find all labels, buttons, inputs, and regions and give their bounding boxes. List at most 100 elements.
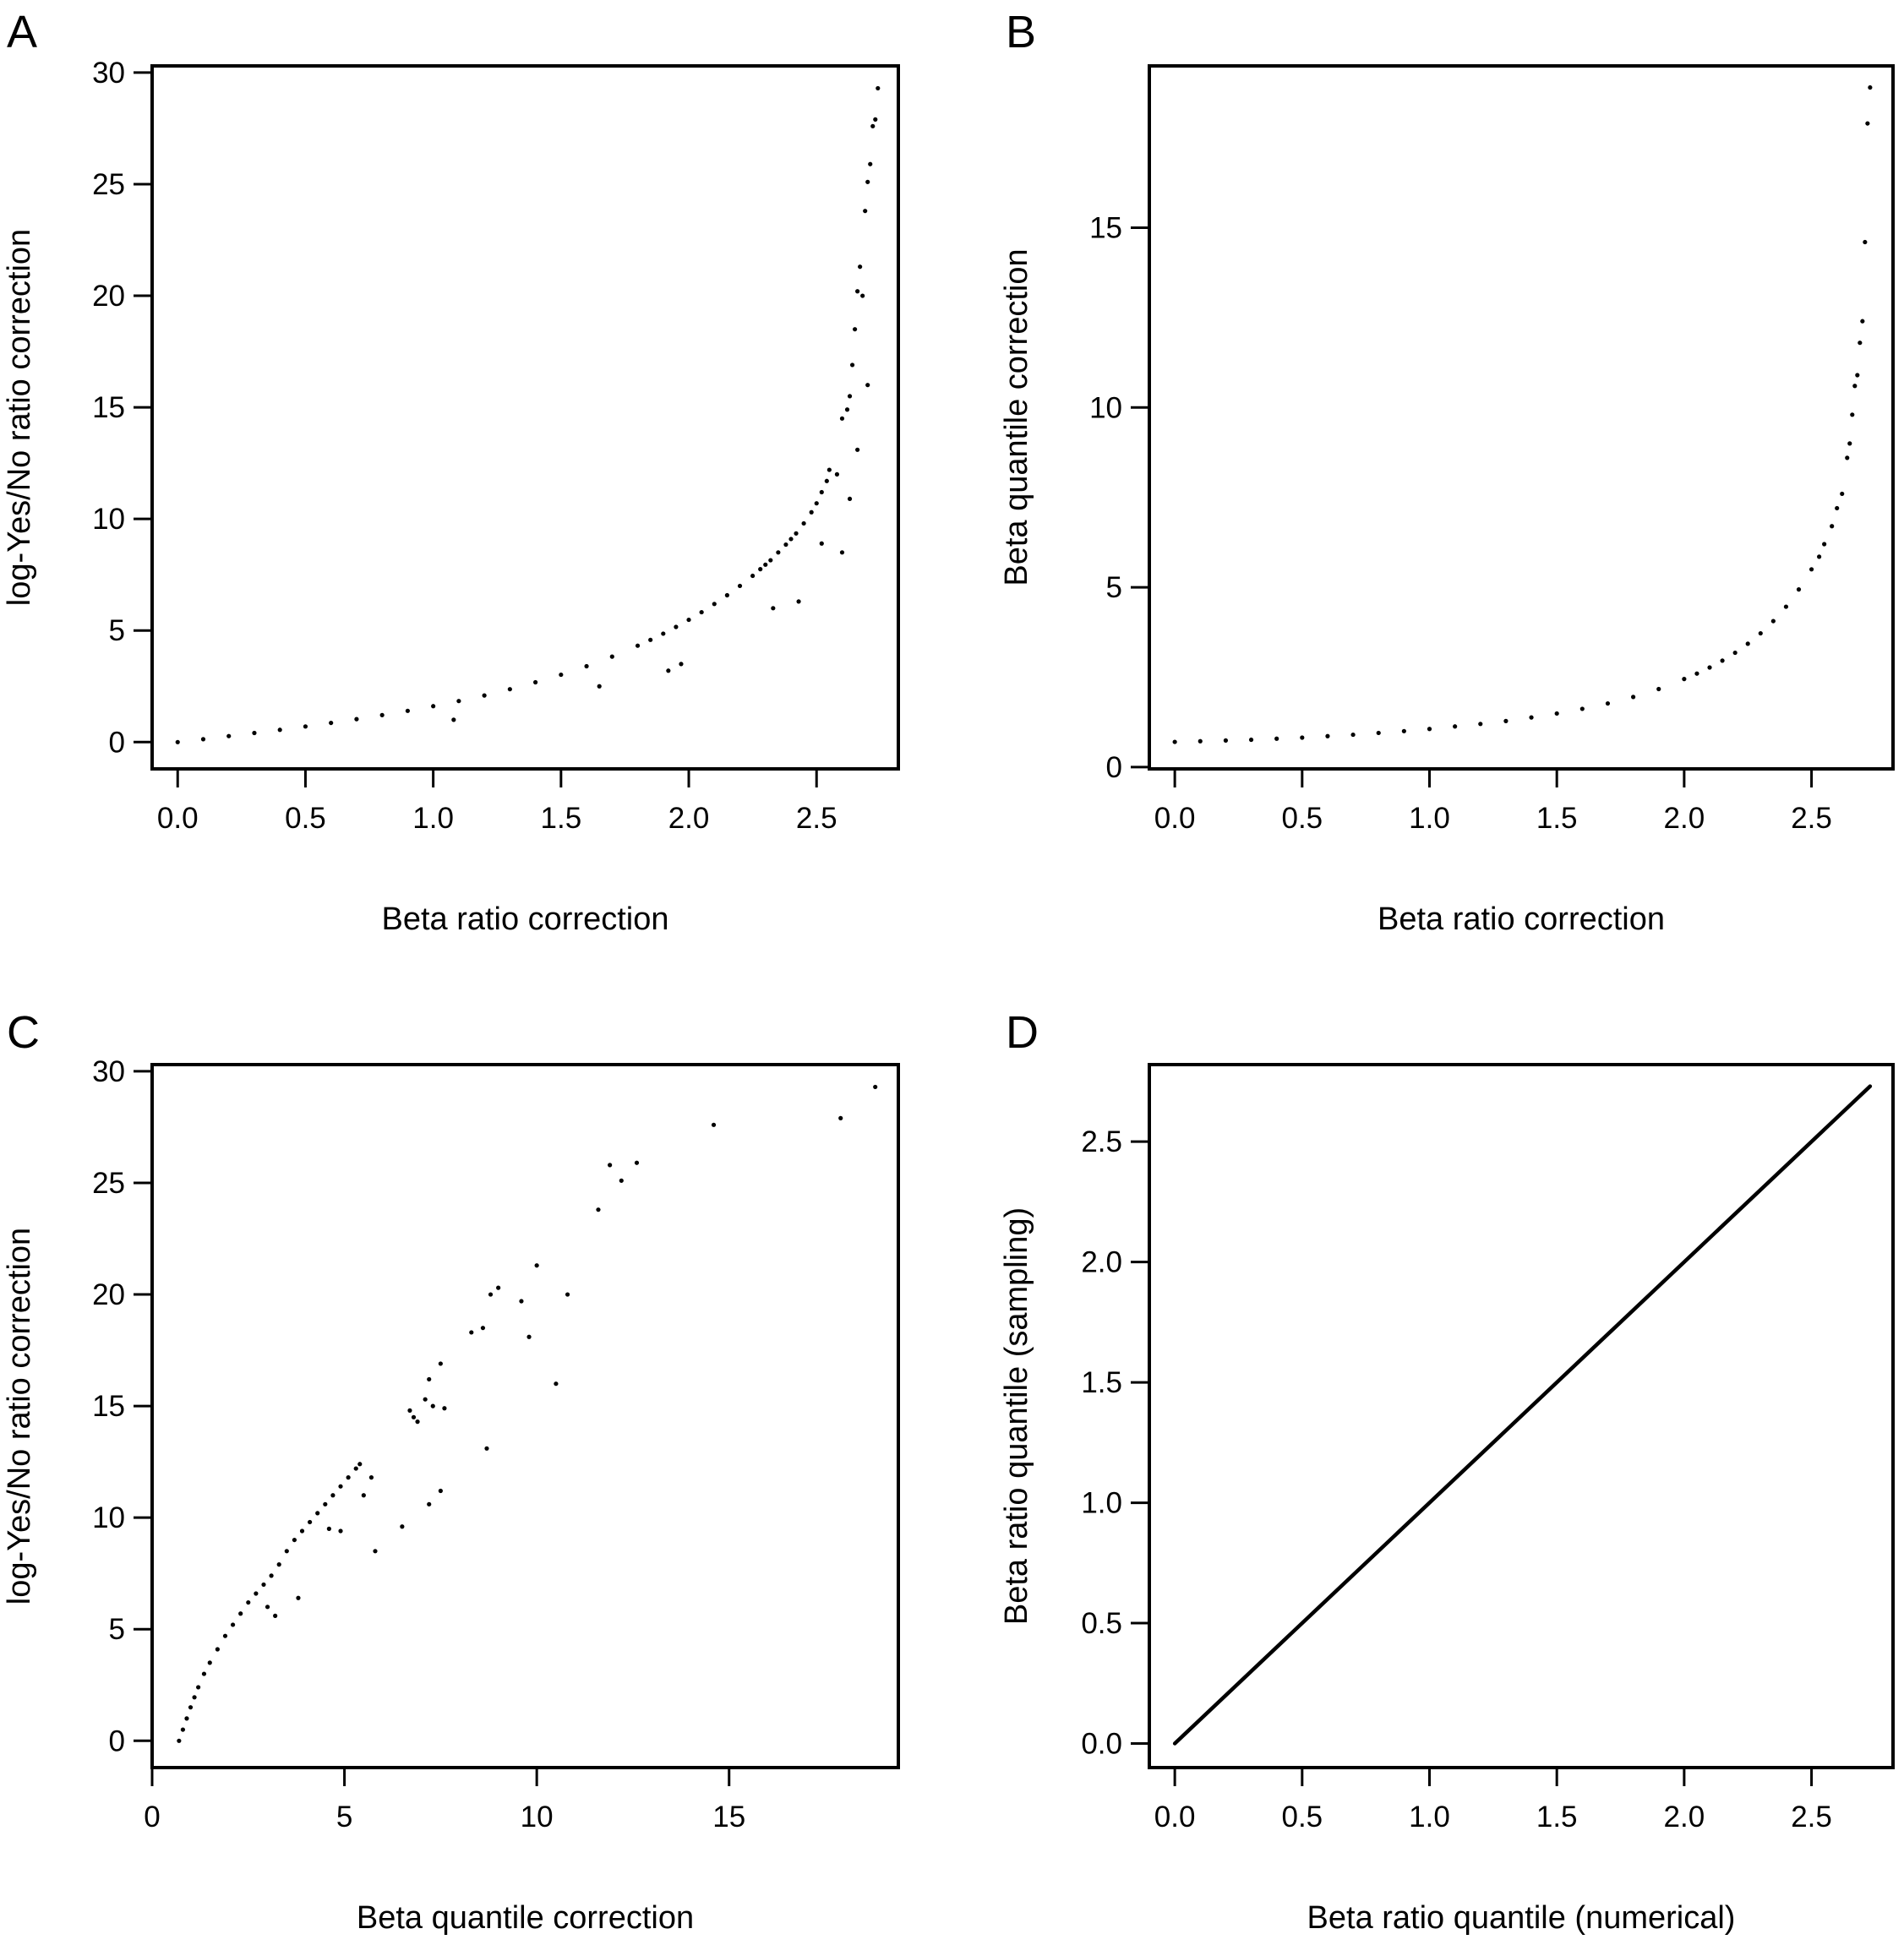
panel-b-data-point bbox=[1809, 567, 1814, 572]
panel-c-data-point bbox=[254, 1591, 259, 1596]
panel-b-data-point bbox=[1401, 728, 1406, 733]
panel-b-data-point bbox=[1172, 739, 1177, 744]
panel-c-y-tick-label: 20 bbox=[92, 1278, 125, 1311]
panel-c-data-point bbox=[873, 1084, 878, 1090]
panel-b-x-tick-label: 1.0 bbox=[1409, 802, 1450, 835]
panel-a-y-tick-label: 0 bbox=[109, 726, 125, 759]
panel-a-data-point bbox=[175, 739, 180, 744]
panel-c-data-point bbox=[308, 1519, 313, 1525]
panel-d-y-tick-label: 0.0 bbox=[1081, 1728, 1122, 1761]
panel-b-data-point bbox=[1817, 554, 1822, 559]
panel-c-data-point bbox=[415, 1419, 420, 1425]
panel-a: 0.0 0.5 1.0 1.5 2.0 2.5 0 5 10 15 20 25 30 Beta ratio… bbox=[2, 57, 900, 937]
panel-b-y-tick-label: 5 bbox=[1106, 571, 1122, 604]
panel-letter-d: D bbox=[1006, 1007, 1039, 1058]
panel-b-x-tick-label: 1.5 bbox=[1536, 802, 1578, 835]
panel-b-data-point bbox=[1453, 724, 1458, 729]
panel-a-data-point bbox=[839, 416, 845, 421]
panel-c-x-tick-label: 0 bbox=[144, 1801, 160, 1833]
panel-b-y-axis-label: Beta quantile correction bbox=[999, 248, 1034, 586]
panel-c-data-point bbox=[188, 1705, 194, 1710]
panel-c-data-point bbox=[177, 1738, 182, 1743]
panel-a-x-tick-label: 1.5 bbox=[541, 802, 582, 835]
panel-b-data-point bbox=[1858, 341, 1863, 346]
panel-d-x-tick-label: 0.0 bbox=[1154, 1801, 1196, 1833]
panel-a-data-point bbox=[329, 720, 334, 726]
panel-a-y-tick-label: 5 bbox=[109, 614, 125, 647]
panel-c-y-tick-label: 10 bbox=[92, 1501, 125, 1534]
panel-c-data-point bbox=[296, 1595, 301, 1600]
panel-b-data-point bbox=[1850, 412, 1855, 417]
panel-a-data-point bbox=[661, 631, 666, 636]
panel-a-data-point bbox=[200, 737, 206, 742]
panel-d-data-line bbox=[1172, 1084, 1873, 1746]
panel-c-data-point bbox=[330, 1493, 336, 1498]
panel-a-data-point bbox=[870, 123, 876, 128]
panel-b-data-point bbox=[1770, 618, 1776, 624]
panel-c-data-point bbox=[534, 1263, 539, 1268]
panel-b-data-point bbox=[1325, 733, 1330, 738]
panel-c-data-point bbox=[427, 1376, 432, 1382]
panel-c-data-point bbox=[207, 1660, 212, 1665]
panel-c-x-tick-label: 5 bbox=[336, 1801, 352, 1833]
panel-c-data-point bbox=[361, 1493, 366, 1498]
panel-a-data-point bbox=[827, 467, 832, 472]
panel-a-data-point bbox=[847, 496, 853, 502]
panel-c-data-point bbox=[246, 1599, 251, 1605]
panel-a-data-point bbox=[860, 293, 865, 298]
panel-b-data-point bbox=[1300, 735, 1305, 740]
panel-d-y-tick-label: 2.0 bbox=[1081, 1246, 1122, 1279]
panel-a-data-point bbox=[858, 264, 863, 270]
panel-a-y-tick-label: 20 bbox=[92, 280, 125, 313]
panel-c-data-point bbox=[357, 1462, 363, 1467]
panel-a-y-tick-label: 15 bbox=[92, 391, 125, 424]
panel-a-y-tick-label: 10 bbox=[92, 503, 125, 536]
panel-b-data-point bbox=[1350, 732, 1356, 738]
panel-a-data-point bbox=[849, 362, 855, 368]
panel-a-data-point bbox=[431, 704, 436, 709]
panel-c-data-point bbox=[238, 1611, 243, 1616]
panel-c-data-point bbox=[438, 1361, 443, 1366]
panel-c-data-point bbox=[276, 1562, 281, 1567]
panel-c-data-point bbox=[196, 1685, 201, 1690]
panel-a-data-point bbox=[776, 550, 781, 555]
panel-a-data-point bbox=[865, 179, 870, 184]
panel-c-data-point bbox=[711, 1122, 717, 1127]
panel-c-data-point bbox=[284, 1549, 289, 1554]
panel-a-x-tick-label: 2.5 bbox=[796, 802, 837, 835]
panel-c-x-tick-label: 15 bbox=[712, 1801, 745, 1833]
panel-b-data-point bbox=[1478, 722, 1483, 727]
panel-a-x-tick-label: 2.0 bbox=[668, 802, 710, 835]
panel-c-data-point bbox=[261, 1582, 266, 1588]
panel-a-data-point bbox=[868, 161, 873, 166]
panel-b-data-point bbox=[1865, 121, 1870, 126]
panel-a-data-point bbox=[834, 471, 840, 477]
panel-a-data-point bbox=[876, 85, 881, 91]
panel-b-x-tick-label: 2.0 bbox=[1664, 802, 1705, 835]
panel-a-data-point bbox=[768, 558, 773, 563]
panel-b-data-point bbox=[1796, 587, 1802, 592]
panel-a-data-point bbox=[635, 643, 641, 648]
panel-a-data-point bbox=[863, 209, 868, 214]
panel-c-data-point bbox=[346, 1475, 351, 1480]
panel-d-x-tick-label: 1.0 bbox=[1409, 1801, 1450, 1833]
panel-a-data-point bbox=[666, 668, 671, 673]
panel-b-data-point bbox=[1248, 737, 1254, 743]
panel-b-x-tick-label: 2.5 bbox=[1791, 802, 1832, 835]
panel-a-data-point bbox=[648, 637, 653, 642]
panel-a-data-point bbox=[865, 383, 870, 388]
panel-a-data-point bbox=[712, 602, 717, 607]
panel-a-data-point bbox=[609, 654, 614, 659]
panel-c-data-point bbox=[299, 1528, 305, 1534]
panel-d-y-tick-label: 0.5 bbox=[1081, 1607, 1122, 1640]
panel-c-data-point bbox=[526, 1334, 532, 1339]
panel-a-y-tick-label: 30 bbox=[92, 57, 125, 90]
panel-a-data-point bbox=[796, 599, 801, 604]
panel-a-data-point bbox=[814, 501, 819, 506]
panel-d-plot-frame bbox=[1148, 1063, 1895, 1769]
panel-c-data-point bbox=[565, 1292, 570, 1297]
panel-b-data-point bbox=[1631, 695, 1636, 700]
panel-c-data-point bbox=[338, 1528, 343, 1534]
panel-a-data-point bbox=[794, 531, 799, 536]
panel-a-data-point bbox=[679, 662, 684, 667]
